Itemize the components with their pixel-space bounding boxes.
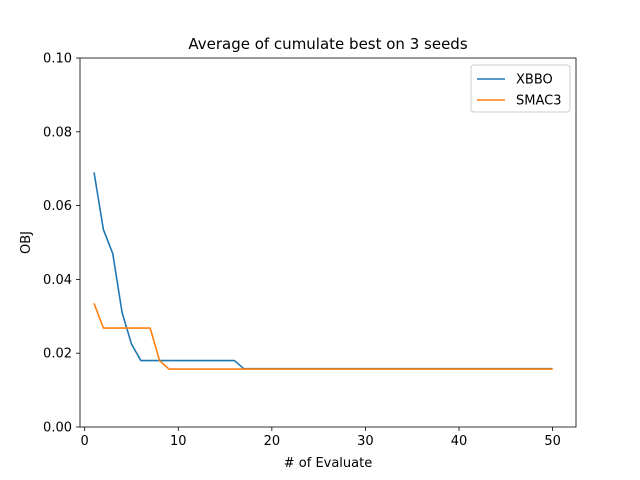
y-tick-label: 0.04 [43,273,72,288]
legend-label-smac3: SMAC3 [516,94,561,109]
y-axis-ticks: 0.00 0.02 0.04 0.06 0.08 0.10 [43,52,80,436]
y-tick-label: 0.02 [43,347,72,362]
x-tick-label: 30 [357,434,374,449]
series-layer [93,172,553,370]
y-tick-label: 0.06 [43,199,72,214]
series-line-smac3 [93,303,553,370]
plot-frame [79,57,577,428]
x-tick-label: 20 [264,434,281,449]
x-tick-label: 0 [81,434,89,449]
legend: XBBO SMAC3 [470,64,571,113]
x-tick-label: 40 [451,434,468,449]
legend-label-xbbo: XBBO [516,73,553,88]
x-axis-label: # of Evaluate [284,456,372,471]
y-tick-label: 0.08 [43,125,72,140]
x-tick-label: 50 [544,434,561,449]
y-tick-label: 0.10 [43,52,72,67]
x-tick-label: 10 [170,434,187,449]
x-axis-ticks: 0 10 20 30 40 50 [81,427,561,449]
chart-title: Average of cumulate best on 3 seeds [188,35,467,53]
y-tick-label: 0.00 [43,421,72,436]
y-axis-label: OBJ [19,231,34,254]
